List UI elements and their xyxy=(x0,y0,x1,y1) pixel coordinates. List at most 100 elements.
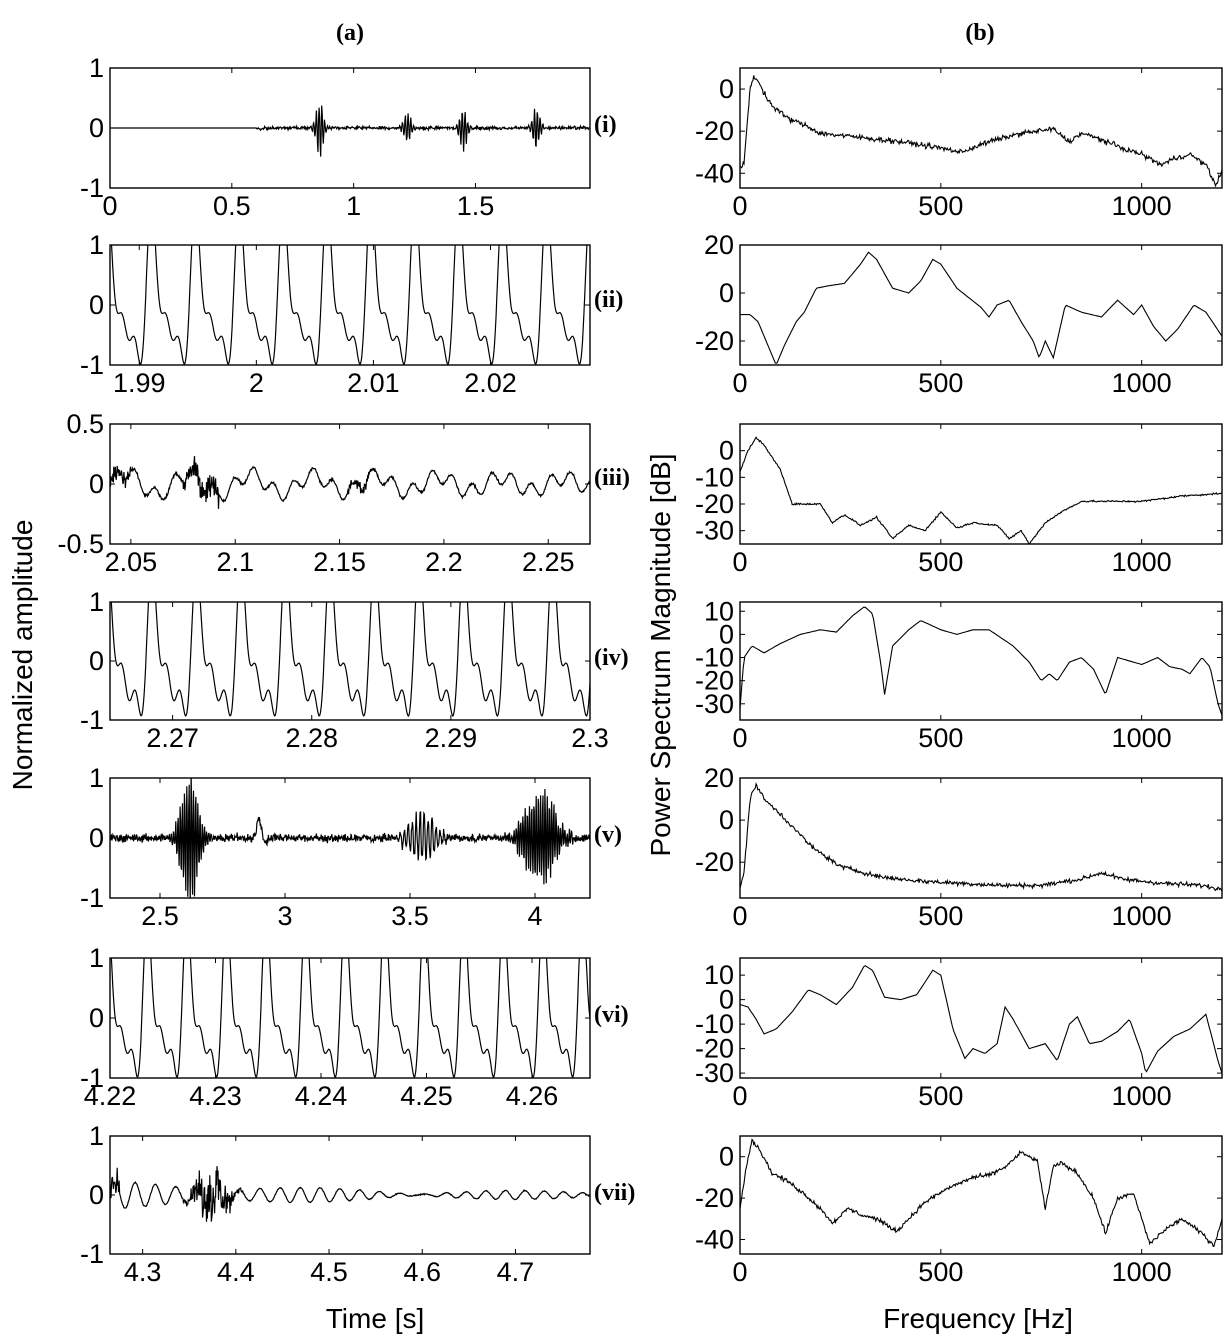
y-tick-label-a-ii-2: 1 xyxy=(89,230,104,260)
axes-frame-a-iii xyxy=(109,423,591,545)
series-line-b-vii xyxy=(740,1138,1222,1248)
x-tick-label-b-v-1: 500 xyxy=(918,901,963,931)
panel-a-iv: 2.27 2.28 2.29 2.3 -1 0 1 xyxy=(80,587,609,753)
y-tick-label-a-i-2: 1 xyxy=(89,53,104,83)
y-tick-label-b-vii-1: -20 xyxy=(695,1183,734,1213)
y-tick-label-b-i-2: 0 xyxy=(719,74,734,104)
y-tick-label-a-vi-2: 1 xyxy=(89,943,104,973)
y-tick-label-b-vi-3: 0 xyxy=(719,985,734,1015)
x-tick-label-a-vi-1: 4.23 xyxy=(189,1081,242,1111)
y-tick-label-a-iii-0: -0.5 xyxy=(57,529,104,559)
x-tick-label-a-vi-2: 4.24 xyxy=(295,1081,348,1111)
y-tick-label-b-iii-2: -10 xyxy=(695,462,734,492)
panel-a-v: 2.5 3 3.5 4 -1 0 1 xyxy=(80,763,591,931)
series-line-b-i xyxy=(740,75,1222,188)
x-tick-label-b-ii-1: 500 xyxy=(918,368,963,398)
series-line-a-ii xyxy=(110,245,588,365)
x-tick-label-b-iv-1: 500 xyxy=(918,723,963,753)
right-x-axis-label: Frequency [Hz] xyxy=(883,1303,1073,1334)
y-tick-label-b-i-0: -40 xyxy=(695,158,734,188)
y-tick-label-b-vii-0: -40 xyxy=(695,1225,734,1255)
axes-frame-a-iv xyxy=(109,601,591,721)
x-tick-label-b-vii-0: 0 xyxy=(732,1257,747,1287)
panel-a-ii: 1.99 2 2.01 2.02 -1 0 1 xyxy=(80,230,591,398)
row-label-vii: (vii) xyxy=(594,1180,635,1206)
x-tick-label-b-iii-0: 0 xyxy=(732,547,747,577)
x-tick-label-b-vi-1: 500 xyxy=(918,1081,963,1111)
y-tick-label-a-iv-2: 1 xyxy=(89,587,104,617)
x-tick-label-a-v-0: 2.5 xyxy=(141,901,179,931)
x-tick-label-a-iv-0: 2.27 xyxy=(146,723,199,753)
x-tick-label-a-vi-0: 4.22 xyxy=(84,1081,137,1111)
x-tick-label-b-vii-1: 500 xyxy=(918,1257,963,1287)
y-tick-label-a-v-1: 0 xyxy=(89,823,104,853)
x-tick-label-a-iii-3: 2.2 xyxy=(425,547,463,577)
right-y-axis-label: Power Spectrum Magnitude [dB] xyxy=(645,453,676,856)
x-tick-label-b-v-2: 1000 xyxy=(1112,901,1172,931)
axes-frame-b-vii xyxy=(739,1135,1223,1255)
x-tick-label-a-v-2: 3.5 xyxy=(391,901,429,931)
y-tick-label-b-iv-1: -20 xyxy=(695,666,734,696)
x-tick-label-b-iv-2: 1000 xyxy=(1112,723,1172,753)
series-line-a-i xyxy=(110,105,590,157)
x-tick-label-b-ii-2: 1000 xyxy=(1112,368,1172,398)
panel-a-iii: 2.05 2.1 2.15 2.2 2.25 -0.5 0 0.5 xyxy=(57,409,591,577)
x-tick-label-a-iv-2: 2.29 xyxy=(425,723,478,753)
x-tick-label-a-ii-3: 2.02 xyxy=(464,368,517,398)
x-tick-label-a-i-0: 0 xyxy=(102,191,117,221)
column-title-b: (b) xyxy=(965,20,994,46)
series-line-a-v xyxy=(110,778,590,898)
x-tick-label-a-i-3: 1.5 xyxy=(457,191,495,221)
axes-frame-b-i xyxy=(739,67,1223,189)
y-tick-label-a-vii-2: 1 xyxy=(89,1121,104,1151)
x-tick-label-a-iii-1: 2.1 xyxy=(216,547,254,577)
panel-a-vii: 4.3 4.4 4.5 4.6 4.7 -1 0 1 xyxy=(80,1121,591,1287)
column-title-a: (a) xyxy=(336,20,364,46)
x-tick-label-a-vii-3: 4.6 xyxy=(403,1257,441,1287)
y-tick-label-a-vii-0: -1 xyxy=(80,1239,104,1269)
x-tick-label-a-ii-0: 1.99 xyxy=(113,368,166,398)
x-tick-label-a-vi-4: 4.26 xyxy=(506,1081,559,1111)
y-tick-label-b-vii-2: 0 xyxy=(719,1142,734,1172)
x-tick-label-a-iii-4: 2.25 xyxy=(522,547,575,577)
panel-b-v: 0 500 1000 -20 0 20 xyxy=(695,763,1223,931)
x-tick-label-b-i-2: 1000 xyxy=(1112,191,1172,221)
x-tick-label-a-vii-0: 4.3 xyxy=(124,1257,162,1287)
x-tick-label-b-iii-2: 1000 xyxy=(1112,547,1172,577)
y-tick-label-b-v-2: 20 xyxy=(704,763,734,793)
y-tick-label-b-ii-0: -20 xyxy=(695,326,734,356)
x-tick-label-b-iv-0: 0 xyxy=(732,723,747,753)
row-label-i: (i) xyxy=(594,112,617,138)
x-tick-label-a-vii-4: 4.7 xyxy=(497,1257,535,1287)
panel-b-i: 0 500 1000 -40 -20 0 xyxy=(695,67,1223,221)
y-tick-label-b-ii-1: 0 xyxy=(719,278,734,308)
x-tick-label-a-iii-2: 2.15 xyxy=(313,547,366,577)
panel-b-ii: 0 500 1000 -20 0 20 xyxy=(695,230,1223,398)
x-tick-label-b-i-1: 500 xyxy=(918,191,963,221)
y-tick-label-a-v-2: 1 xyxy=(89,763,104,793)
x-tick-label-b-vi-2: 1000 xyxy=(1112,1081,1172,1111)
x-tick-label-a-iv-3: 2.3 xyxy=(571,723,609,753)
series-line-a-iv xyxy=(110,602,590,718)
y-tick-label-b-vi-1: -20 xyxy=(695,1034,734,1064)
panel-b-vii: 0 500 1000 -40 -20 0 xyxy=(695,1135,1223,1287)
y-tick-label-b-iv-4: 10 xyxy=(704,596,734,626)
x-tick-label-a-ii-2: 2.01 xyxy=(347,368,400,398)
series-line-b-vi xyxy=(740,965,1222,1074)
x-tick-label-b-iii-1: 500 xyxy=(918,547,963,577)
series-line-b-ii xyxy=(740,251,1222,364)
x-tick-label-b-v-0: 0 xyxy=(732,901,747,931)
y-tick-label-b-ii-2: 20 xyxy=(704,230,734,260)
left-x-axis-label: Time [s] xyxy=(326,1303,425,1334)
left-y-axis-label: Normalized amplitude xyxy=(7,520,38,791)
y-tick-label-a-vi-1: 0 xyxy=(89,1003,104,1033)
y-tick-label-a-ii-0: -1 xyxy=(80,350,104,380)
panel-b-iii: 0 500 1000-30-20-100 xyxy=(695,423,1223,577)
series-line-a-iii xyxy=(110,456,590,509)
y-tick-label-b-vi-2: -10 xyxy=(695,1009,734,1039)
y-tick-label-a-iv-1: 0 xyxy=(89,646,104,676)
x-tick-label-b-i-0: 0 xyxy=(732,191,747,221)
